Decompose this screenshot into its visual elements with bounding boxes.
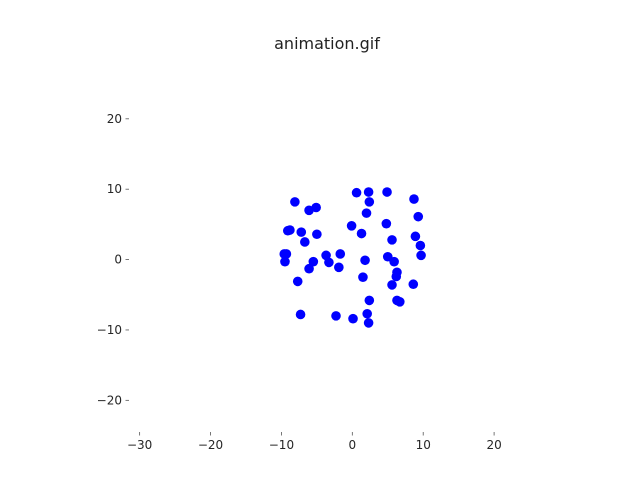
scatter-point [334,262,344,273]
scatter-point [300,237,310,247]
scatter-point [381,218,392,229]
scatter-point [356,228,367,239]
scatter-point [280,256,290,267]
scatter-point [348,313,358,324]
scatter-point [290,197,300,207]
scatter-point [324,257,334,268]
scatter-point [296,227,307,237]
scatter-point [358,272,368,282]
data-points [279,187,426,328]
scatter-point [360,255,370,266]
scatter-point [335,249,346,259]
y-tick-label: −20 [97,393,122,407]
scatter-point [410,231,421,242]
scatter-point [395,297,405,307]
x-tick-label: 20 [486,438,501,452]
scatter-point [364,295,375,306]
scatter-point [387,235,397,245]
scatter-point [363,318,374,328]
scatter-point [308,256,319,267]
scatter-point [389,256,399,267]
scatter-point [364,197,375,207]
y-tick-label: 20 [107,112,122,126]
scatter-point [415,240,426,251]
x-tick-label: −10 [269,438,294,452]
y-tick-label: 10 [107,182,122,196]
y-tick-label: −10 [97,323,122,337]
x-axis: −30 −20 −10 0 10 20 [127,432,502,452]
scatter-point [281,249,292,259]
scatter-point [387,280,397,290]
scatter-point [285,225,295,235]
y-tick-label: 0 [114,253,122,267]
scatter-point [304,263,314,274]
scatter-point [362,308,373,319]
scatter-point [311,202,321,213]
scatter-point [351,187,362,198]
scatter-point [312,229,322,240]
scatter-point [391,271,402,282]
y-axis: −20 −10 0 10 20 [97,112,129,407]
scatter-point [361,208,372,218]
scatter-point [295,309,306,320]
scatter-point [292,276,303,287]
x-tick-label: 0 [348,438,356,452]
x-tick-label: −30 [127,438,152,452]
scatter-point [416,250,426,261]
chart-title: animation.gif [274,34,380,53]
scatter-point [331,311,341,321]
scatter-point [382,187,392,197]
scatter-point [408,279,419,290]
x-tick-label: −20 [198,438,223,452]
scatter-point [409,194,419,204]
scatter-point [346,220,357,231]
scatter-point [413,211,424,222]
scatter-point [363,187,374,197]
x-tick-label: 10 [416,438,431,452]
